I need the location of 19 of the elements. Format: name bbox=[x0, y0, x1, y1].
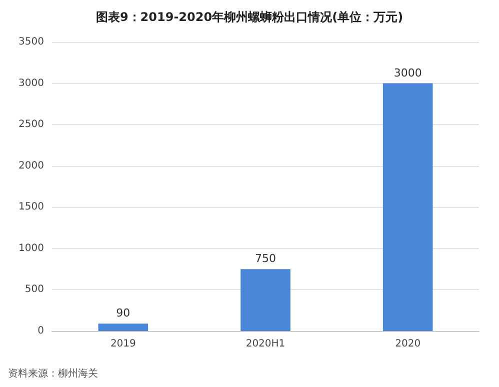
y-tick-label: 2000 bbox=[18, 160, 44, 172]
y-tick-label: 1500 bbox=[18, 202, 44, 213]
x-tick-label: 2019 bbox=[110, 338, 136, 350]
chart-title: 图表9：2019-2020年柳州螺蛳粉出口情况(单位：万元) bbox=[96, 10, 404, 24]
data-label: 750 bbox=[255, 252, 276, 266]
x-tick-label: 2020H1 bbox=[246, 338, 286, 350]
y-tick-label: 1000 bbox=[18, 242, 44, 254]
y-tick-label: 2500 bbox=[18, 119, 44, 130]
bar bbox=[382, 83, 433, 331]
y-tick-label: 3000 bbox=[18, 78, 44, 89]
y-tick-label: 3500 bbox=[18, 36, 44, 48]
text: 资料来源：柳州海关 bbox=[8, 368, 98, 380]
data-label: 3000 bbox=[394, 66, 422, 80]
y-tick-label: 500 bbox=[24, 284, 44, 296]
bar bbox=[240, 269, 290, 331]
bar bbox=[98, 324, 148, 331]
y-tick-label: 0 bbox=[38, 326, 44, 336]
data-label: 90 bbox=[116, 306, 130, 320]
x-tick-label: 2020 bbox=[395, 338, 421, 350]
